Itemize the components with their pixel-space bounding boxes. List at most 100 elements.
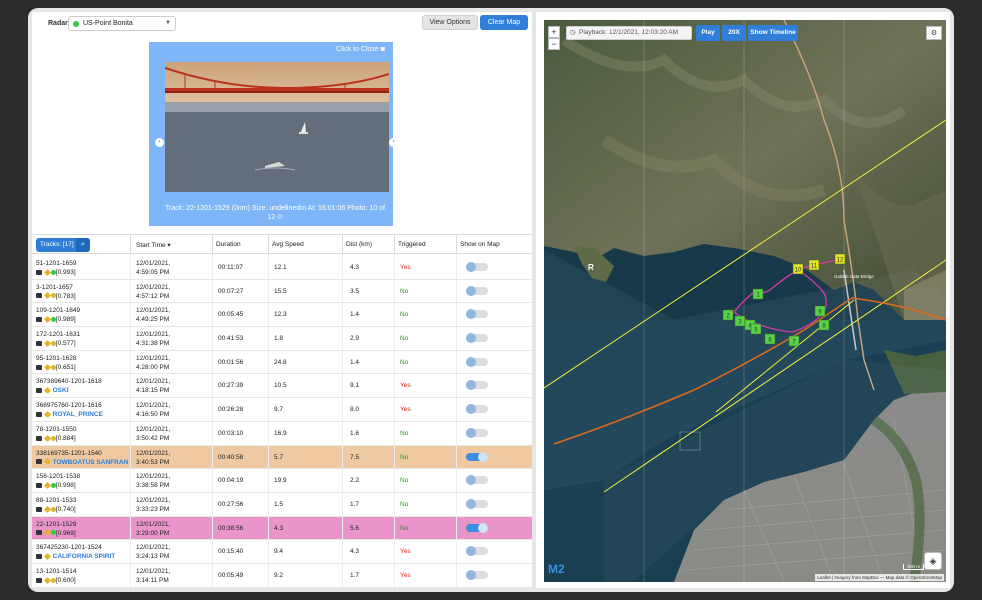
- row-divider: [268, 516, 269, 540]
- show-timeline-button[interactable]: Show Timeline: [748, 25, 798, 41]
- table-row[interactable]: 22-1201-1529 [0.969] 12/01/2021, 3:29:00…: [32, 516, 532, 541]
- close-viewer-button[interactable]: Click to Close ◙: [336, 46, 385, 53]
- table-row[interactable]: 172-1201-1631 [0.577] 12/01/2021, 4:31:3…: [32, 327, 532, 351]
- track-marker[interactable]: 7: [788, 335, 800, 347]
- table-row[interactable]: 88-1201-1533 [0.740] 12/01/2021, 3:33:23…: [32, 492, 532, 517]
- camera-icon: [36, 317, 42, 323]
- track-marker[interactable]: 5: [750, 323, 762, 335]
- track-marker[interactable]: 2: [722, 309, 734, 321]
- show-on-map-toggle[interactable]: [466, 285, 488, 296]
- radar-select[interactable]: US-Point Bonita ▼: [68, 16, 176, 31]
- track-name[interactable]: 109-1201-1649: [36, 307, 81, 315]
- duration-cell: 00:03:10: [218, 429, 244, 437]
- duration-cell: 00:05:45: [218, 311, 244, 319]
- table-row[interactable]: 109-1201-1649 [0.989] 12/01/2021, 4:49:2…: [32, 303, 532, 328]
- row-divider: [394, 279, 395, 303]
- track-marker[interactable]: 9: [814, 305, 826, 317]
- table-row[interactable]: 367389640-1201-1618 OSKI 12/01/2021, 4:1…: [32, 374, 532, 399]
- track-name[interactable]: 172-1201-1631: [36, 331, 81, 339]
- track-name[interactable]: 338169735-1201-1540: [36, 449, 102, 457]
- track-name[interactable]: 88-1201-1533: [36, 496, 77, 504]
- play-button[interactable]: Play: [696, 25, 720, 41]
- prev-photo-button[interactable]: ‹: [155, 138, 164, 147]
- col-duration[interactable]: Duration: [216, 241, 241, 248]
- vessel-name[interactable]: TOWBOATUS SANFRAN: [52, 458, 129, 466]
- track-marker[interactable]: 3: [734, 315, 746, 327]
- settings-icon[interactable]: ⚙: [926, 26, 942, 40]
- table-row[interactable]: 13-1201-1514 [0.600] 12/01/2021, 3:14:11…: [32, 563, 532, 588]
- track-name[interactable]: 366975760-1201-1616: [36, 402, 102, 410]
- track-marker[interactable]: 6: [764, 333, 776, 345]
- show-on-map-toggle[interactable]: [466, 262, 488, 272]
- row-divider: [342, 303, 343, 327]
- zoom-out-button[interactable]: −: [548, 38, 560, 50]
- row-divider: [394, 327, 395, 350]
- show-on-map-toggle[interactable]: [466, 356, 488, 367]
- track-marker[interactable]: 8: [818, 319, 830, 331]
- track-name[interactable]: 367389640-1201-1618: [36, 378, 102, 386]
- col-divider: [394, 235, 395, 255]
- table-row[interactable]: 338169735-1201-1540 TOWBOATUS SANFRAN 12…: [32, 445, 532, 470]
- map-attribution[interactable]: Leaflet | Imagery from MapBox — Map data…: [815, 574, 944, 581]
- show-on-map-toggle[interactable]: [466, 309, 488, 320]
- show-on-map-toggle[interactable]: [466, 451, 488, 462]
- vessel-name[interactable]: ROYAL_PRINCE: [52, 411, 103, 419]
- track-name-cell: 367425230-1201-1524 CALIFORNIA SPIRIT: [36, 543, 115, 561]
- start-time: 4:59:05 PM: [136, 269, 170, 276]
- show-on-map-toggle[interactable]: [466, 569, 488, 580]
- camera-icon: [36, 554, 42, 560]
- show-on-map-toggle[interactable]: [466, 546, 488, 557]
- col-dist[interactable]: Dist (km): [346, 241, 372, 248]
- table-row[interactable]: 51-1201-1659 [0.993] 12/01/2021, 4:59:05…: [32, 256, 532, 280]
- zoom-in-button[interactable]: +: [548, 26, 560, 38]
- track-name[interactable]: 3-1201-1657: [36, 283, 73, 291]
- track-name[interactable]: 78-1201-1550: [36, 425, 77, 433]
- start-time: 3:38:58 PM: [136, 482, 170, 490]
- col-avg-speed[interactable]: Avg Speed: [272, 241, 304, 248]
- row-divider: [212, 516, 213, 540]
- tag-icon: [43, 481, 51, 490]
- camera-icon: [36, 340, 42, 346]
- show-on-map-toggle[interactable]: [466, 475, 488, 486]
- map-view[interactable]: Golden Gate Bridge R 1 2 3 4 5 6 7 8 9 10 11 12 + −…: [544, 20, 946, 582]
- show-on-map-toggle[interactable]: [466, 427, 488, 438]
- show-on-map-toggle[interactable]: [466, 498, 488, 509]
- view-options-button[interactable]: View Options: [422, 15, 478, 30]
- track-marker[interactable]: 1: [752, 288, 764, 300]
- table-row[interactable]: 366975760-1201-1616 ROYAL_PRINCE 12/01/2…: [32, 398, 532, 422]
- track-name[interactable]: 95-1201-1628: [36, 354, 77, 362]
- speed-button[interactable]: 20X: [722, 25, 746, 41]
- show-on-map-toggle[interactable]: [466, 333, 488, 344]
- track-marker[interactable]: 12: [834, 253, 846, 265]
- table-row[interactable]: 3-1201-1657 [0.783] 12/01/2021, 4:57:12 …: [32, 279, 532, 304]
- tracks-search-button[interactable]: Tracks: [17] ⌕: [36, 238, 90, 252]
- next-photo-button[interactable]: ›: [389, 138, 398, 147]
- table-row[interactable]: 367425230-1201-1524 CALIFORNIA SPIRIT 12…: [32, 540, 532, 564]
- duration-cell: 00:05:49: [218, 571, 244, 579]
- track-marker[interactable]: 10: [792, 263, 804, 275]
- vessel-name[interactable]: OSKI: [52, 387, 69, 395]
- col-start-time[interactable]: Start Time ▾: [136, 242, 171, 249]
- track-marker[interactable]: 11: [808, 259, 820, 271]
- layers-icon[interactable]: ◈: [924, 552, 942, 570]
- confidence-icon: [50, 364, 56, 370]
- table-row[interactable]: 95-1201-1628 [0.651] 12/01/2021, 4:28:00…: [32, 350, 532, 375]
- triggered-cell: Yes: [400, 571, 411, 579]
- col-triggered[interactable]: Triggered: [398, 241, 426, 248]
- track-name[interactable]: 13-1201-1514: [36, 567, 77, 575]
- track-name[interactable]: 51-1201-1659: [36, 260, 77, 267]
- clear-map-button[interactable]: Clear Map: [480, 15, 528, 30]
- track-name[interactable]: 156-1201-1538: [36, 473, 81, 481]
- col-show-on-map[interactable]: Show on Map: [460, 241, 500, 248]
- track-name[interactable]: 22-1201-1529: [36, 520, 77, 528]
- vessel-name[interactable]: CALIFORNIA SPIRIT: [52, 553, 116, 561]
- track-name[interactable]: 367425230-1201-1524: [36, 544, 102, 552]
- row-divider: [456, 421, 457, 445]
- show-on-map-toggle[interactable]: [466, 404, 488, 415]
- row-divider: [212, 350, 213, 374]
- confidence-icon: [50, 340, 56, 346]
- table-row[interactable]: 156-1201-1538 [0.998] 12/01/2021, 3:38:5…: [32, 469, 532, 493]
- show-on-map-toggle[interactable]: [466, 522, 488, 533]
- show-on-map-toggle[interactable]: [466, 380, 488, 391]
- table-row[interactable]: 78-1201-1550 [0.884] 12/01/2021, 3:50:42…: [32, 421, 532, 446]
